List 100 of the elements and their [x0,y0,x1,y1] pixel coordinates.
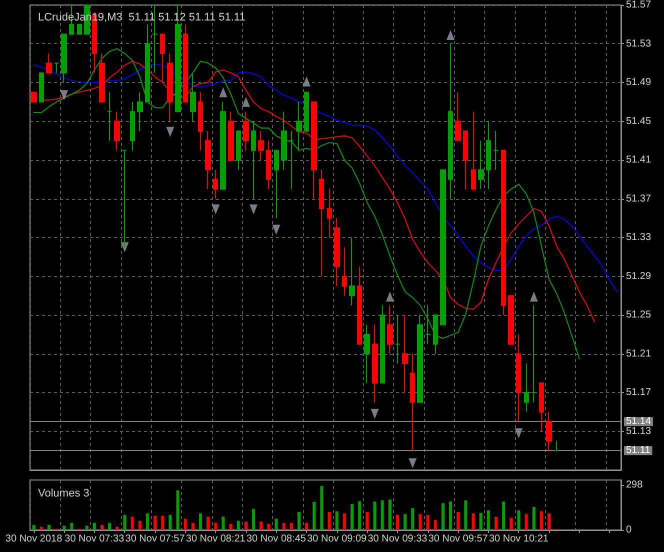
candlestick [455,92,461,142]
candlestick [266,140,271,190]
x-tick-label: 30 Nov 08:21 [186,534,246,544]
y-tick-label: 51.33 [626,232,652,243]
candlestick [243,111,249,151]
bar [100,525,104,530]
candlestick [77,24,82,35]
bar [434,520,437,530]
y-tick-label: 51.25 [626,310,652,320]
bar [449,502,452,530]
candlestick [342,246,347,296]
candlestick [304,92,309,132]
candlestick [220,101,226,190]
candlestick [531,304,537,403]
candlestick [501,150,506,316]
candlestick [471,111,476,190]
candlestick [524,362,529,412]
candlestick [281,111,287,170]
candlestick [31,92,37,102]
x-tick-label: 30 Nov 10:21 [488,534,549,544]
bar [312,502,316,530]
line-series [33,64,618,292]
bar [335,511,338,530]
bar [290,522,293,530]
bar [540,511,543,530]
candlestick [364,324,370,384]
bar [342,513,346,530]
bar [388,500,392,530]
text: Volumes 3 [38,488,90,500]
candlestick [440,169,446,326]
y-tick-label: 51.49 [626,77,652,88]
point [408,458,417,468]
bar [532,506,536,530]
candlestick [546,411,552,452]
bar [358,501,362,530]
point [219,87,228,98]
bar [206,516,210,530]
bar [524,514,528,530]
bar [229,524,232,530]
candlestick [554,440,559,452]
x-tick-label: 30 Nov 08:45 [246,534,306,544]
candlestick [114,111,120,151]
bar [252,509,256,530]
bar [472,513,475,530]
x-tick-label: 30 Nov 07:33 [64,534,125,544]
bar [380,500,384,530]
y-tick-label: 51.57 [626,0,652,10]
bar [282,522,286,530]
bar [350,504,354,530]
candlestick [372,324,378,403]
candlestick [493,130,499,170]
point [302,76,311,87]
bar [108,522,112,530]
candlestick [213,169,218,200]
bar [214,522,218,530]
bar [244,522,248,530]
candlestick [274,150,279,219]
candlestick [380,304,385,384]
candlestick [433,314,438,354]
bar [426,515,430,530]
candlestick [349,237,355,306]
point [514,428,523,438]
candlestick [46,52,52,74]
bar [456,512,460,530]
bar [396,515,399,530]
point [530,292,538,302]
bar [62,526,66,530]
candlestick [54,62,59,74]
bar [267,524,270,530]
bar [161,516,164,530]
candlestick [402,314,408,393]
bar [517,510,520,530]
bar [441,503,444,530]
point [386,292,394,302]
bar [191,522,194,530]
bar [486,510,490,530]
candlestick [122,150,127,248]
candlestick [289,130,294,190]
x-tick-label: 30 Nov 09:09 [307,534,368,544]
candlestick [478,140,484,190]
y-tick-label: 298 [626,479,644,490]
candlestick [539,382,544,432]
bar [305,522,308,530]
point [212,204,220,214]
bar [146,513,149,530]
candlestick [39,72,44,102]
bar [418,514,422,530]
y-tick-label: 51.29 [626,270,652,282]
bar [236,520,240,530]
candlestick [387,304,393,354]
candlestick [228,111,234,160]
point [166,126,174,137]
candlestick [319,169,324,277]
bar [138,520,142,530]
y-tick-label: 51.53 [626,38,652,50]
bar [411,508,414,530]
bar [464,500,468,530]
bar [116,526,119,530]
candlestick [198,92,203,151]
bar [297,512,300,530]
